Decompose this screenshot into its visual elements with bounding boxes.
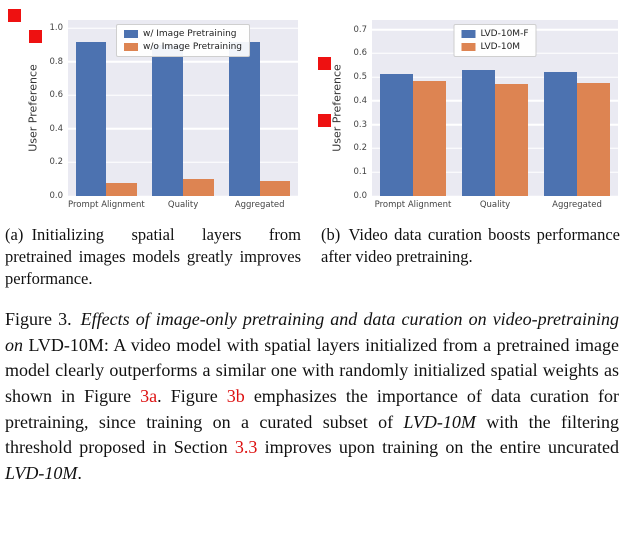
bar-w-image-pretraining-aggregated	[229, 41, 260, 196]
bar-w-image-pretraining-quality	[152, 45, 183, 196]
y-tick-label: 0.6	[353, 48, 367, 59]
plot-column: LVD-10M-F LVD-10M Prompt Alignment Quality A…	[372, 20, 618, 210]
legend-swatch-lvd-10m-f	[461, 30, 476, 38]
gridline	[68, 94, 298, 97]
y-tick-label: 0.3	[353, 119, 367, 130]
x-tick-label-quality: Quality	[479, 200, 511, 210]
caption-text-run: improves upon training on the entire unc…	[257, 437, 619, 458]
x-tick-label-quality: Quality	[167, 200, 199, 210]
y-tick-label: 1.0	[49, 23, 63, 34]
caption-text-run: LVD-10M	[5, 462, 78, 483]
caption-text-run: : A video model with spatial layers init…	[5, 334, 619, 406]
x-tick-label-aggregated: Aggregated	[234, 200, 285, 210]
y-tick-label: 0.0	[353, 191, 367, 201]
legend-item: LVD-10M-F	[461, 29, 529, 39]
y-axis-label: User Preference	[26, 64, 40, 152]
y-axis-label-column: User Preference	[26, 20, 40, 196]
plot-area: LVD-10M-F LVD-10M	[372, 20, 618, 196]
legend: LVD-10M-F LVD-10M	[453, 24, 537, 57]
x-tick-labels: Prompt Alignment Quality Aggregated	[372, 200, 618, 210]
subcaptions-row: (a) Initializing spatial layers from pre…	[0, 210, 627, 290]
bar-lvd-10m-aggregated	[577, 83, 610, 196]
caption-text-run: LVD-10M	[28, 334, 104, 355]
gridline	[372, 76, 618, 78]
y-tick-label: 0.5	[353, 72, 367, 83]
bar-lvd-10m-prompt-alignment	[413, 80, 446, 196]
y-tick-label: 0.4	[353, 95, 367, 106]
caption-text-run: LVD-10M	[403, 411, 476, 432]
bar-w-o-image-pretraining-prompt-alignment	[106, 182, 137, 196]
ref-link[interactable]: 3b	[226, 385, 245, 406]
red-marker	[318, 114, 331, 127]
chart-b-data-curation: User Preference 0.0 0.1 0.2 0.3 0.4 0.5 0.6 0.7 L…	[330, 20, 618, 210]
legend-swatch-w-o-image-pretraining	[124, 43, 139, 51]
y-tick-labels: 0.0 0.1 0.2 0.3 0.4 0.5 0.6 0.7	[344, 20, 372, 201]
red-marker	[29, 30, 42, 43]
y-tick-label: 0.1	[353, 167, 367, 178]
gridline	[68, 128, 298, 130]
legend-label: w/ Image Pretraining	[143, 29, 237, 39]
gridline	[68, 61, 298, 63]
y-tick-label: 0.2	[353, 143, 367, 154]
caption-text-run: .	[77, 462, 82, 483]
chart-a-image-pretraining: User Preference 0.0 0.2 0.4 0.6 0.8 1.0 w/ Imag…	[26, 20, 298, 210]
caption-text-run: . Figure	[157, 385, 227, 406]
legend-swatch-lvd-10m	[461, 43, 476, 51]
y-tick-label: 0.7	[353, 24, 367, 35]
x-tick-label-prompt-alignment: Prompt Alignment	[68, 200, 145, 210]
y-tick-label: 0.6	[49, 90, 63, 101]
subcaption-b: (b) Video data curation boosts performan…	[321, 225, 620, 267]
bar-w-o-image-pretraining-quality	[183, 179, 214, 196]
bar-w-image-pretraining-prompt-alignment	[75, 41, 107, 196]
y-tick-label: 0.4	[49, 123, 63, 134]
y-axis-label-column: User Preference	[330, 20, 344, 196]
bar-lvd-10m-f-aggregated	[544, 72, 577, 196]
legend: w/ Image Pretraining w/o Image Pretrainin…	[116, 24, 250, 57]
bar-lvd-10m-f-prompt-alignment	[380, 73, 413, 196]
bar-lvd-10m-f-quality	[462, 69, 495, 196]
figure-caption: Figure 3. Effects of image-only pretrain…	[0, 290, 627, 486]
charts-row: User Preference 0.0 0.2 0.4 0.6 0.8 1.0 w/ Imag…	[0, 0, 627, 210]
legend-label: LVD-10M	[480, 42, 521, 52]
red-marker	[8, 9, 21, 22]
plot-area: w/ Image Pretraining w/o Image Pretrainin…	[68, 20, 298, 196]
legend-item: w/ Image Pretraining	[124, 29, 242, 39]
legend-item: LVD-10M	[461, 42, 528, 52]
ref-link[interactable]: 3.3	[234, 437, 258, 458]
ref-link[interactable]: 3a	[140, 385, 158, 406]
subcaption-a: (a) Initializing spatial layers from pre…	[5, 225, 301, 289]
gridline	[68, 161, 298, 164]
red-marker	[318, 57, 331, 70]
x-tick-labels: Prompt Alignment Quality Aggregated	[68, 200, 298, 210]
y-tick-labels: 0.0 0.2 0.4 0.6 0.8 1.0	[40, 20, 68, 201]
caption-text-run: emphasizes the importance of data curati…	[5, 385, 619, 432]
legend-label: w/o Image Pretraining	[143, 42, 242, 52]
plot-column: w/ Image Pretraining w/o Image Pretrainin…	[68, 20, 298, 210]
y-tick-label: 0.2	[49, 157, 63, 168]
bar-w-o-image-pretraining-aggregated	[259, 180, 291, 196]
y-axis-label: User Preference	[330, 64, 344, 152]
legend-label: LVD-10M-F	[480, 29, 529, 39]
bar-lvd-10m-quality	[495, 84, 528, 196]
caption-text-run: Figure 3.	[5, 309, 81, 330]
legend-swatch-w-image-pretraining	[124, 30, 139, 38]
x-tick-label-aggregated: Aggregated	[552, 200, 602, 210]
caption-text-run: Effects of image-only pretraining and da…	[5, 309, 619, 355]
caption-text-run: with the filtering threshold proposed in…	[5, 411, 619, 458]
y-tick-label: 0.8	[49, 56, 63, 67]
y-tick-label: 0.0	[49, 191, 63, 201]
legend-item: w/o Image Pretraining	[124, 42, 242, 52]
x-tick-label-prompt-alignment: Prompt Alignment	[374, 200, 452, 210]
